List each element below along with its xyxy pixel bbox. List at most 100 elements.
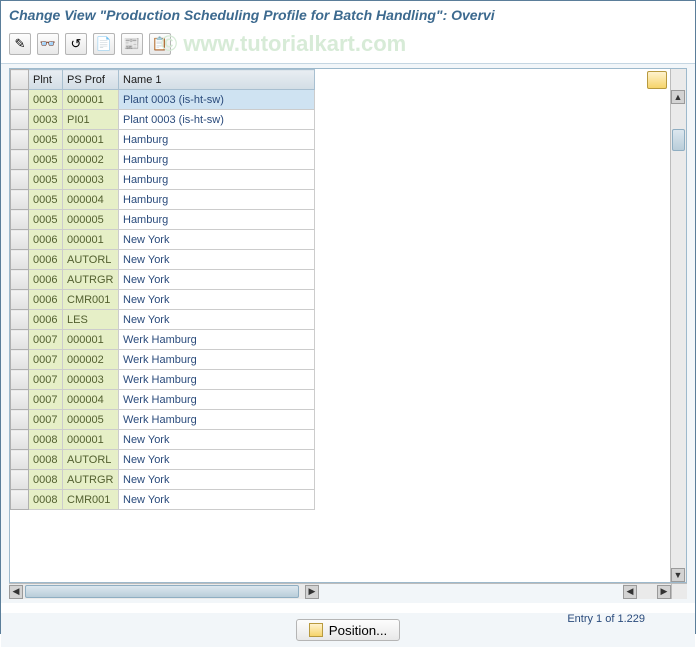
table-row[interactable]: 0005000003Hamburg bbox=[11, 170, 315, 190]
table-row[interactable]: 0005000005Hamburg bbox=[11, 210, 315, 230]
row-handle[interactable] bbox=[11, 430, 29, 450]
cell-psprof[interactable]: 000002 bbox=[63, 350, 119, 370]
table-row[interactable]: 0003PI01Plant 0003 (is-ht-sw) bbox=[11, 110, 315, 130]
table-row[interactable]: 0007000005Werk Hamburg bbox=[11, 410, 315, 430]
cell-psprof[interactable]: LES bbox=[63, 310, 119, 330]
cell-name[interactable]: New York bbox=[119, 470, 315, 490]
row-handle[interactable] bbox=[11, 150, 29, 170]
cell-plnt[interactable]: 0006 bbox=[29, 310, 63, 330]
cell-name[interactable]: Hamburg bbox=[119, 150, 315, 170]
table-settings-button[interactable] bbox=[647, 71, 667, 89]
horizontal-scrollbar-left[interactable]: ◀ ▶ bbox=[9, 584, 319, 599]
cell-plnt[interactable]: 0005 bbox=[29, 210, 63, 230]
cell-plnt[interactable]: 0007 bbox=[29, 350, 63, 370]
cell-name[interactable]: Plant 0003 (is-ht-sw) bbox=[119, 110, 315, 130]
row-handle[interactable] bbox=[11, 470, 29, 490]
table-row[interactable]: 0005000001Hamburg bbox=[11, 130, 315, 150]
cell-name[interactable]: New York bbox=[119, 310, 315, 330]
cell-name[interactable]: New York bbox=[119, 290, 315, 310]
row-handle[interactable] bbox=[11, 210, 29, 230]
horizontal-scroll-thumb-left[interactable] bbox=[25, 585, 299, 598]
cell-psprof[interactable]: 000005 bbox=[63, 410, 119, 430]
cell-plnt[interactable]: 0007 bbox=[29, 410, 63, 430]
toolbar-deselect-button[interactable]: 📰 bbox=[121, 33, 143, 55]
cell-plnt[interactable]: 0006 bbox=[29, 230, 63, 250]
row-handle[interactable] bbox=[11, 390, 29, 410]
table-row[interactable]: 0007000001Werk Hamburg bbox=[11, 330, 315, 350]
toolbar-select-button[interactable]: 📄 bbox=[93, 33, 115, 55]
row-handle[interactable] bbox=[11, 310, 29, 330]
cell-plnt[interactable]: 0008 bbox=[29, 450, 63, 470]
row-handle[interactable] bbox=[11, 350, 29, 370]
row-handle[interactable] bbox=[11, 370, 29, 390]
table-row[interactable]: 0008AUTRGRNew York bbox=[11, 470, 315, 490]
cell-psprof[interactable]: PI01 bbox=[63, 110, 119, 130]
cell-plnt[interactable]: 0008 bbox=[29, 430, 63, 450]
cell-psprof[interactable]: AUTRGR bbox=[63, 470, 119, 490]
cell-plnt[interactable]: 0008 bbox=[29, 470, 63, 490]
cell-plnt[interactable]: 0007 bbox=[29, 370, 63, 390]
cell-plnt[interactable]: 0006 bbox=[29, 290, 63, 310]
table-row[interactable]: 0005000004Hamburg bbox=[11, 190, 315, 210]
cell-name[interactable]: New York bbox=[119, 270, 315, 290]
cell-psprof[interactable]: 000001 bbox=[63, 130, 119, 150]
cell-psprof[interactable]: 000003 bbox=[63, 170, 119, 190]
row-handle[interactable] bbox=[11, 270, 29, 290]
vertical-scrollbar[interactable]: ▲ ▼ bbox=[670, 69, 686, 582]
cell-name[interactable]: New York bbox=[119, 230, 315, 250]
scroll-right-icon[interactable]: ▶ bbox=[657, 585, 671, 599]
toolbar-undo-button[interactable]: ↺ bbox=[65, 33, 87, 55]
cell-name[interactable]: New York bbox=[119, 250, 315, 270]
cell-plnt[interactable]: 0003 bbox=[29, 110, 63, 130]
cell-name[interactable]: Hamburg bbox=[119, 210, 315, 230]
table-row[interactable]: 0007000003Werk Hamburg bbox=[11, 370, 315, 390]
table-row[interactable]: 0006LESNew York bbox=[11, 310, 315, 330]
row-handle[interactable] bbox=[11, 290, 29, 310]
cell-plnt[interactable]: 0006 bbox=[29, 250, 63, 270]
toolbar-newrows-button[interactable]: 📋 bbox=[149, 33, 171, 55]
table-row[interactable]: 0006000001New York bbox=[11, 230, 315, 250]
cell-plnt[interactable]: 0006 bbox=[29, 270, 63, 290]
row-handle[interactable] bbox=[11, 330, 29, 350]
cell-plnt[interactable]: 0003 bbox=[29, 90, 63, 110]
cell-plnt[interactable]: 0008 bbox=[29, 490, 63, 510]
cell-psprof[interactable]: AUTORL bbox=[63, 450, 119, 470]
cell-psprof[interactable]: 000005 bbox=[63, 210, 119, 230]
cell-psprof[interactable]: 000001 bbox=[63, 230, 119, 250]
cell-name[interactable]: New York bbox=[119, 450, 315, 470]
vertical-scroll-thumb[interactable] bbox=[672, 129, 685, 151]
cell-name[interactable]: Plant 0003 (is-ht-sw) bbox=[119, 90, 315, 110]
row-handle[interactable] bbox=[11, 490, 29, 510]
cell-name[interactable]: Hamburg bbox=[119, 130, 315, 150]
table-row[interactable]: 0008CMR001New York bbox=[11, 490, 315, 510]
table-row[interactable]: 0008000001New York bbox=[11, 430, 315, 450]
toolbar-pencil-button[interactable]: ✎ bbox=[9, 33, 31, 55]
cell-psprof[interactable]: CMR001 bbox=[63, 490, 119, 510]
row-handle[interactable] bbox=[11, 230, 29, 250]
scroll-down-icon[interactable]: ▼ bbox=[671, 568, 685, 582]
cell-psprof[interactable]: 000001 bbox=[63, 430, 119, 450]
column-header-name[interactable]: Name 1 bbox=[119, 70, 315, 90]
table-row[interactable]: 0007000004Werk Hamburg bbox=[11, 390, 315, 410]
toolbar-glasses-button[interactable]: 👓 bbox=[37, 33, 59, 55]
cell-name[interactable]: New York bbox=[119, 490, 315, 510]
cell-psprof[interactable]: 000002 bbox=[63, 150, 119, 170]
table-row[interactable]: 0003000001Plant 0003 (is-ht-sw) bbox=[11, 90, 315, 110]
cell-psprof[interactable]: 000004 bbox=[63, 390, 119, 410]
scroll-right-icon[interactable]: ▶ bbox=[305, 585, 319, 599]
cell-psprof[interactable]: AUTRGR bbox=[63, 270, 119, 290]
cell-psprof[interactable]: CMR001 bbox=[63, 290, 119, 310]
cell-psprof[interactable]: 000003 bbox=[63, 370, 119, 390]
cell-name[interactable]: Werk Hamburg bbox=[119, 330, 315, 350]
table-row[interactable]: 0007000002Werk Hamburg bbox=[11, 350, 315, 370]
cell-name[interactable]: Werk Hamburg bbox=[119, 370, 315, 390]
table-row[interactable]: 0006AUTRGRNew York bbox=[11, 270, 315, 290]
row-handle[interactable] bbox=[11, 130, 29, 150]
table-row[interactable]: 0005000002Hamburg bbox=[11, 150, 315, 170]
table-row[interactable]: 0006CMR001New York bbox=[11, 290, 315, 310]
row-handle[interactable] bbox=[11, 90, 29, 110]
cell-plnt[interactable]: 0007 bbox=[29, 390, 63, 410]
row-handle[interactable] bbox=[11, 110, 29, 130]
cell-psprof[interactable]: 000001 bbox=[63, 90, 119, 110]
horizontal-scrollbar-right[interactable]: ◀ ▶ bbox=[623, 584, 671, 599]
